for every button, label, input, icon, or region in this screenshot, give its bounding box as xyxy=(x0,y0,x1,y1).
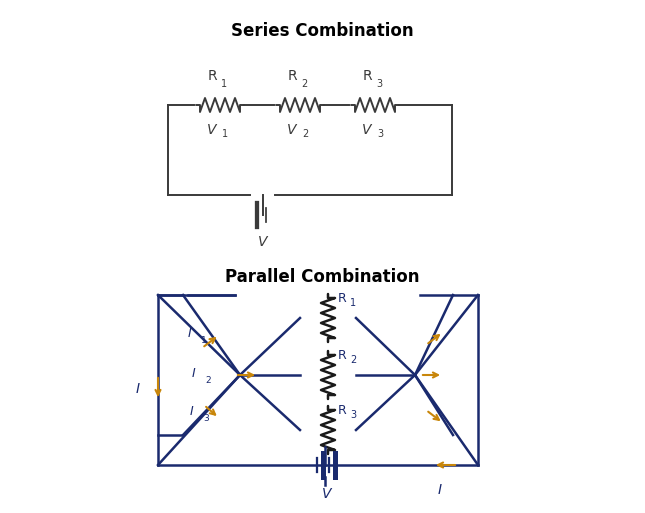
Text: 3: 3 xyxy=(203,414,209,423)
Text: 3: 3 xyxy=(377,129,383,139)
Text: V: V xyxy=(207,123,217,137)
Text: 1: 1 xyxy=(201,336,207,345)
Text: R: R xyxy=(338,292,347,305)
Text: V: V xyxy=(258,235,268,249)
Text: R: R xyxy=(362,69,372,83)
Text: 1: 1 xyxy=(350,298,356,308)
Text: 2: 2 xyxy=(350,355,356,365)
Text: R: R xyxy=(338,349,347,362)
Text: Parallel Combination: Parallel Combination xyxy=(224,268,419,286)
Text: V: V xyxy=(322,487,332,501)
Text: 2: 2 xyxy=(205,376,211,385)
Text: 3: 3 xyxy=(350,410,356,420)
Text: I: I xyxy=(190,405,193,418)
Text: I: I xyxy=(438,483,442,497)
Text: R: R xyxy=(287,69,297,83)
Text: I: I xyxy=(192,367,195,380)
Text: 3: 3 xyxy=(376,79,382,89)
Text: Series Combination: Series Combination xyxy=(231,22,413,40)
Text: R: R xyxy=(207,69,217,83)
Text: 2: 2 xyxy=(301,79,307,89)
Text: R: R xyxy=(338,404,347,417)
Text: 1: 1 xyxy=(221,79,227,89)
Text: 1: 1 xyxy=(222,129,228,139)
Text: V: V xyxy=(287,123,297,137)
Text: V: V xyxy=(362,123,372,137)
Text: 2: 2 xyxy=(302,129,308,139)
Text: I: I xyxy=(136,382,140,396)
Text: I: I xyxy=(188,327,192,340)
